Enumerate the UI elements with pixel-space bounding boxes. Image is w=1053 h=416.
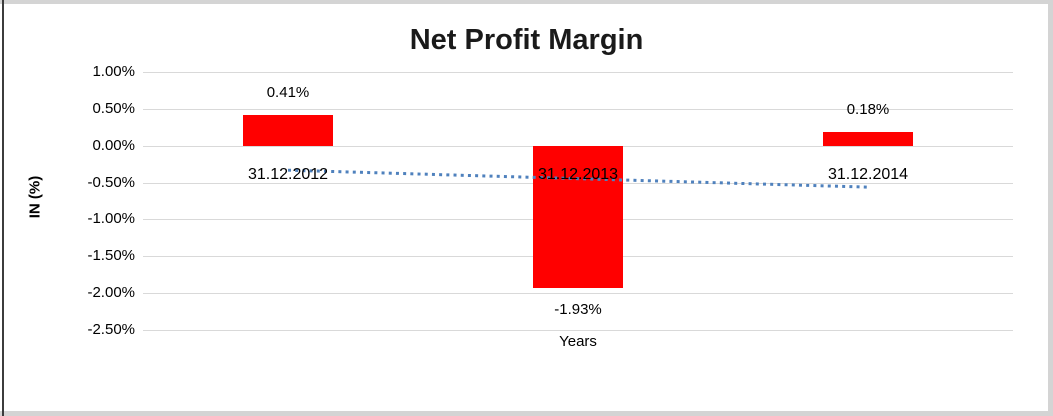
category-label: 31.12.2013 bbox=[537, 165, 619, 183]
y-tick-label: -0.50% bbox=[87, 173, 135, 191]
y-tick-label: 1.00% bbox=[92, 63, 135, 80]
bar-31.12.2014 bbox=[823, 132, 913, 146]
x-axis-title: Years bbox=[559, 333, 597, 350]
data-label: 0.41% bbox=[266, 84, 310, 102]
y-tick-label: -2.00% bbox=[87, 284, 135, 302]
bar-31.12.2012 bbox=[243, 115, 333, 146]
category-label: 31.12.2014 bbox=[827, 165, 909, 183]
y-tick-label: 0.00% bbox=[92, 136, 135, 154]
gridline bbox=[143, 293, 1013, 295]
data-label: -1.93% bbox=[554, 300, 602, 318]
gridline bbox=[143, 108, 1013, 110]
chart-title: Net Profit Margin bbox=[409, 24, 644, 56]
data-label: 0.18% bbox=[846, 101, 890, 119]
plot-area: 0.41% 31.12.2012 -1.93% 31.12.2013 0.18% 31.1… bbox=[143, 72, 1013, 331]
frame-border-top bbox=[0, 0, 1053, 4]
y-tick-label: -2.50% bbox=[87, 321, 135, 338]
y-tick-label: -1.50% bbox=[87, 247, 135, 265]
frame-border-left bbox=[2, 0, 4, 416]
frame-border-bottom bbox=[0, 411, 1053, 416]
y-tick-label: -1.00% bbox=[87, 210, 135, 228]
frame-border-right bbox=[1048, 0, 1053, 416]
gridline bbox=[143, 72, 1013, 73]
gridline bbox=[143, 330, 1013, 331]
category-label: 31.12.2012 bbox=[247, 165, 329, 183]
y-tick-label: 0.50% bbox=[92, 99, 135, 117]
